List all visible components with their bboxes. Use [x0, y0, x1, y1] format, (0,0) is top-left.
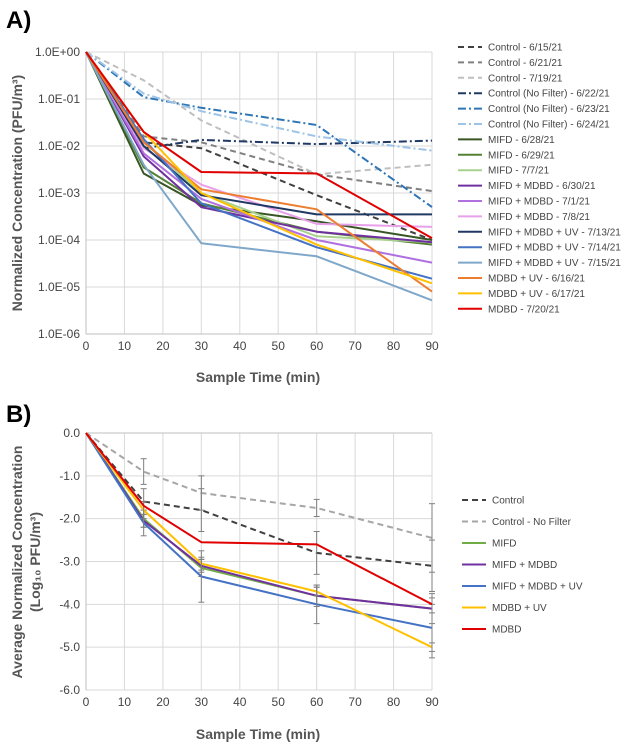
series-line-mifd-mdbd-uv-7-15-21 [85, 51, 433, 302]
panel-a-legend: Control - 6/15/21 Control - 6/21/21 Contro… [458, 43, 621, 315]
series-line-control-no-filter-6-24-21 [85, 51, 433, 152]
x-tick-label: 60 [310, 695, 324, 709]
legend-label: Control - 6/15/21 [488, 43, 563, 54]
legend-label: Control - No Filter [492, 517, 572, 528]
series-line-control-7-19-21 [85, 51, 433, 176]
panel-b-x-ticks: 0 10 20 30 40 50 60 70 80 90 [83, 695, 439, 709]
x-tick-label: 40 [233, 695, 247, 709]
series-line-mifd-mdbd-7-8-21 [85, 51, 433, 228]
legend-label: Control (No Filter) - 6/24/21 [488, 120, 610, 131]
series-line-mifd-mdbd-uv-7-13-21 [85, 51, 432, 216]
y-tick-label: 0.0 [63, 426, 80, 440]
panel-a-label: A) [6, 7, 31, 34]
x-tick-label: 10 [118, 695, 132, 709]
y-tick-label: -3.0 [59, 555, 80, 569]
series-line-mifd-6-28-21 [85, 51, 433, 241]
x-tick-label: 0 [83, 695, 90, 709]
series-line-mdbd-uv-6-17-21 [85, 51, 433, 285]
panel-a-y-ticks: 1.0E+00 1.0E-01 1.0E-02 1.0E-03 1.0E-04 1.0E-… [35, 45, 80, 341]
series-line-mdbd-7-20-21 [85, 51, 433, 239]
y-tick-label: 1.0E-06 [38, 327, 80, 341]
x-tick-label: 0 [83, 339, 90, 353]
legend-label: MDBD + UV [492, 603, 547, 614]
series-line-mdbd-uv-6-16-21 [85, 51, 433, 293]
x-tick-label: 80 [387, 339, 401, 353]
panel-b-legend: Control Control - No Filter MIFD MIFD + MDB… [462, 496, 583, 636]
legend-label: MIFD + MDBD - 7/8/21 [488, 212, 590, 223]
y-tick-label: -6.0 [59, 683, 80, 697]
legend-label: MIFD - 6/28/21 [488, 135, 555, 146]
legend-label: Control [492, 496, 524, 507]
panel-a-y-axis-label: Normalized Concentration (PFU/m³) [9, 75, 25, 311]
legend-label: MIFD [492, 539, 516, 550]
legend-label: MIFD - 6/29/21 [488, 150, 555, 161]
panel-b-label: B) [6, 401, 31, 428]
series-line-mifd-mdbd-uv [85, 432, 433, 629]
legend-label: MIFD + MDBD + UV [492, 582, 583, 593]
x-tick-label: 50 [272, 695, 286, 709]
series-line-control-no-filter [85, 432, 433, 539]
panel-b-y-axis-label-line2: (Log₁₀ PFU/m³) [27, 512, 43, 612]
y-tick-label: 1.0E-03 [38, 186, 80, 200]
x-tick-label: 40 [233, 339, 247, 353]
series-line-mifd-mdbd-6-30-21 [85, 51, 433, 244]
series-line-control-no-filter-6-23-21 [85, 51, 433, 208]
legend-label: MIFD + MDBD [492, 560, 557, 571]
series-line-control-no-filter-6-22-21 [85, 51, 433, 150]
x-tick-label: 90 [425, 695, 439, 709]
y-tick-label: 1.0E+00 [35, 45, 80, 59]
x-tick-label: 20 [156, 695, 170, 709]
legend-label: MDBD - 7/20/21 [488, 304, 560, 315]
panel-b-y-ticks: 0.0 -1.0 -2.0 -3.0 -4.0 -5.0 -6.0 [59, 426, 80, 697]
y-tick-label: -2.0 [59, 512, 80, 526]
panel-a-gridlines [85, 51, 433, 335]
panel-a-series-lines [85, 51, 433, 302]
panel-a-x-axis-label: Sample Time (min) [196, 369, 320, 385]
series-line-control-6-21-21 [85, 51, 433, 193]
panel-b-series-lines [85, 432, 435, 659]
y-tick-label: 1.0E-04 [38, 233, 80, 247]
legend-label: MDBD + UV - 6/17/21 [488, 289, 585, 300]
y-tick-label: 1.0E-02 [38, 139, 80, 153]
panel-b: B) 0.0 -1.0 -2.0 -3.0 -4.0 -5.0 -6.0 0 10 20 30 40… [6, 401, 583, 742]
legend-label: MDBD + UV - 6/16/21 [488, 274, 585, 285]
series-line-mifd-mdbd-7-1-21 [85, 51, 433, 264]
legend-label: Control (No Filter) - 6/23/21 [488, 104, 610, 115]
x-tick-label: 80 [387, 695, 401, 709]
x-tick-label: 70 [348, 695, 362, 709]
y-tick-label: 1.0E-01 [38, 92, 80, 106]
series-line-mdbd-uv [85, 432, 433, 649]
x-tick-label: 10 [118, 339, 132, 353]
panel-a-x-ticks: 0 10 20 30 40 50 60 70 80 90 [83, 339, 439, 353]
panel-b-gridlines [85, 432, 433, 691]
x-tick-label: 30 [195, 339, 209, 353]
y-tick-label: -5.0 [59, 640, 80, 654]
legend-label: Control (No Filter) - 6/22/21 [488, 89, 610, 100]
legend-label: MIFD + MDBD - 7/1/21 [488, 197, 590, 208]
legend-label: MIFD + MDBD + UV - 7/15/21 [488, 258, 621, 269]
x-tick-label: 90 [425, 339, 439, 353]
x-tick-label: 20 [156, 339, 170, 353]
x-tick-label: 30 [195, 695, 209, 709]
panel-b-y-axis-label-line1: Average Normalized Concentration [9, 446, 25, 679]
legend-label: Control - 6/21/21 [488, 58, 563, 69]
panel-b-x-axis-label: Sample Time (min) [196, 726, 320, 742]
y-tick-label: -4.0 [59, 597, 80, 611]
x-tick-label: 60 [310, 339, 324, 353]
legend-label: MIFD - 7/7/21 [488, 166, 550, 177]
legend-label: MDBD [492, 625, 521, 636]
panel-a: A) 1.0E+001.0E-011.0E-021.0E-031.0E-041.… [6, 7, 621, 385]
series-line-mifd-mdbd-uv-7-14-21 [85, 51, 433, 280]
legend-label: Control - 7/19/21 [488, 73, 563, 84]
y-tick-label: 1.0E-05 [38, 280, 80, 294]
x-tick-label: 70 [348, 339, 362, 353]
legend-label: MIFD + MDBD + UV - 7/14/21 [488, 243, 621, 254]
y-tick-label: -1.0 [59, 469, 80, 483]
series-line-mifd [85, 432, 433, 610]
series-line-mdbd [85, 432, 433, 606]
legend-label: MIFD + MDBD - 6/30/21 [488, 181, 596, 192]
legend-label: MIFD + MDBD + UV - 7/13/21 [488, 227, 621, 238]
x-tick-label: 50 [272, 339, 286, 353]
